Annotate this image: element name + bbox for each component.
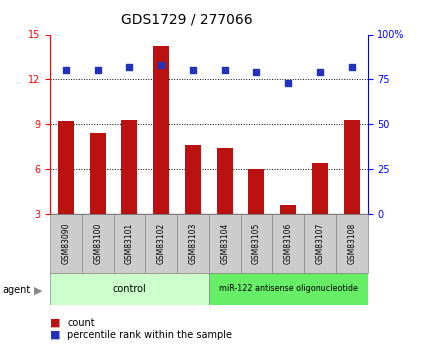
- Text: GSM83101: GSM83101: [125, 223, 134, 264]
- Text: GDS1729 / 277066: GDS1729 / 277066: [121, 12, 252, 26]
- Point: [94, 68, 101, 73]
- FancyBboxPatch shape: [208, 214, 240, 273]
- Point: [158, 62, 164, 68]
- Text: GSM83108: GSM83108: [346, 223, 355, 264]
- Bar: [311, 163, 327, 259]
- Bar: [184, 145, 201, 259]
- Text: ▶: ▶: [34, 286, 43, 295]
- Bar: [153, 47, 169, 259]
- Text: ■: ■: [50, 330, 60, 339]
- Point: [62, 68, 69, 73]
- FancyBboxPatch shape: [240, 214, 272, 273]
- FancyBboxPatch shape: [82, 214, 113, 273]
- Bar: [248, 169, 264, 259]
- Text: GSM83107: GSM83107: [315, 223, 324, 264]
- Text: percentile rank within the sample: percentile rank within the sample: [67, 330, 232, 339]
- Text: GSM83105: GSM83105: [251, 223, 260, 264]
- FancyBboxPatch shape: [272, 214, 303, 273]
- FancyBboxPatch shape: [208, 273, 367, 305]
- Bar: [279, 205, 296, 259]
- Text: count: count: [67, 318, 95, 327]
- Point: [126, 64, 133, 70]
- Text: GSM83106: GSM83106: [283, 223, 292, 264]
- FancyBboxPatch shape: [177, 214, 208, 273]
- Bar: [121, 120, 137, 259]
- Text: GSM83104: GSM83104: [220, 223, 229, 264]
- FancyBboxPatch shape: [113, 214, 145, 273]
- Point: [316, 69, 323, 75]
- Text: control: control: [112, 284, 146, 294]
- Bar: [58, 121, 74, 259]
- FancyBboxPatch shape: [50, 273, 208, 305]
- FancyBboxPatch shape: [50, 214, 82, 273]
- Bar: [216, 148, 232, 259]
- Text: miR-122 antisense oligonucleotide: miR-122 antisense oligonucleotide: [218, 284, 357, 294]
- FancyBboxPatch shape: [335, 214, 367, 273]
- Point: [348, 64, 355, 70]
- Text: GSM83100: GSM83100: [93, 223, 102, 264]
- Text: ■: ■: [50, 318, 60, 327]
- Text: GSM83102: GSM83102: [156, 223, 165, 264]
- FancyBboxPatch shape: [145, 214, 177, 273]
- Point: [284, 80, 291, 86]
- FancyBboxPatch shape: [303, 214, 335, 273]
- Text: agent: agent: [2, 286, 30, 295]
- Point: [221, 68, 228, 73]
- Text: GSM83090: GSM83090: [61, 223, 70, 264]
- Text: GSM83103: GSM83103: [188, 223, 197, 264]
- Point: [253, 69, 260, 75]
- Bar: [89, 133, 105, 259]
- Point: [189, 68, 196, 73]
- Bar: [343, 120, 359, 259]
